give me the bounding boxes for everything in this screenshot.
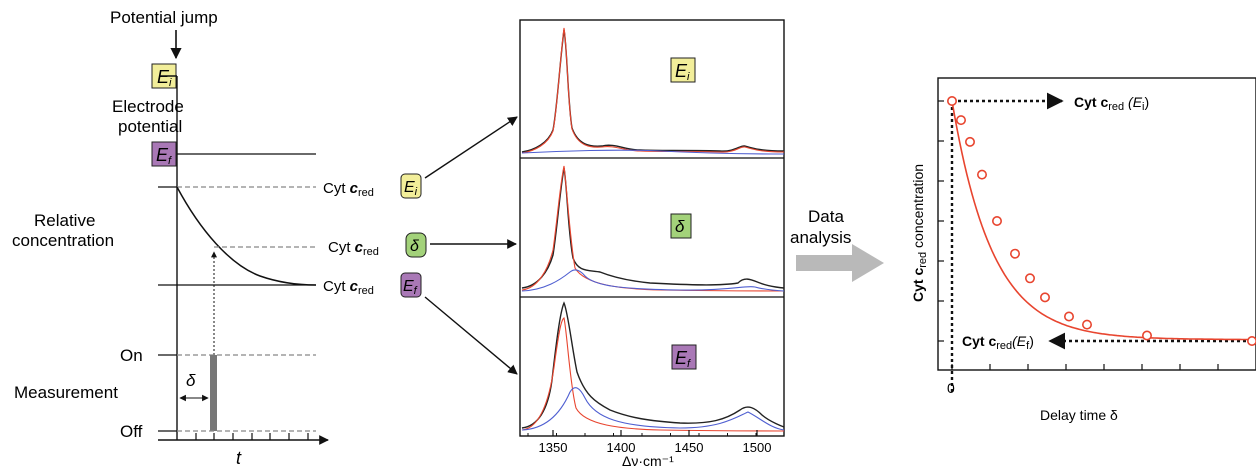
off-label: Off <box>120 422 143 441</box>
decay-data-point <box>955 115 966 126</box>
decay-ylabel: Cyt cred concentration <box>910 164 929 302</box>
t-axis-label: t <box>236 448 242 468</box>
decay-data-point <box>1082 319 1093 330</box>
potential-label: potential <box>118 117 182 136</box>
arrow-to-bottom-spectrum <box>424 296 518 375</box>
potential-timeline-panel: Potential jump Ei Electrode potential Ef… <box>12 8 329 468</box>
decay-data-point <box>1142 330 1153 341</box>
svg-text:δ: δ <box>675 217 685 236</box>
decay-xlabel: Delay time δ <box>1040 407 1118 423</box>
decay-data-point <box>964 136 975 147</box>
analysis-line2: analysis <box>790 228 851 247</box>
concentration-decay-curve <box>176 186 317 286</box>
decay-fit-curve <box>951 100 1252 341</box>
decay-data-point <box>1009 248 1020 259</box>
spectra-tick-label: 1400 <box>607 440 636 455</box>
decay-data-point <box>976 169 987 180</box>
decay-x-zero: 0 <box>947 380 955 396</box>
svg-text:Ei: Ei <box>157 67 172 89</box>
data-analysis-arrow: Data analysis <box>790 207 884 282</box>
decay-data-point <box>946 96 957 107</box>
cyt-labels: Cyt cred Ei Cyt cred δ Cyt cred Ef <box>323 116 518 375</box>
on-label: On <box>120 346 143 365</box>
potential-jump-label: Potential jump <box>110 8 218 27</box>
spectrum-ef: Ef <box>521 301 785 432</box>
decay-top-label: Cyt cred (Ei) <box>1074 94 1149 113</box>
ei-symbol: E <box>157 67 170 87</box>
spectra-tick-label: 1450 <box>675 440 704 455</box>
arrow-to-top-spectrum <box>424 116 518 179</box>
svg-text:Ei: Ei <box>404 179 418 198</box>
cyt-ei-label: Cyt cred Ei <box>323 173 422 199</box>
decay-data-points <box>946 96 1256 346</box>
measurement-pulse <box>210 355 217 431</box>
gray-block-arrow <box>796 244 884 282</box>
time-axis-ticks <box>195 433 309 440</box>
ei-subscript: i <box>169 77 172 89</box>
measurement-label: Measurement <box>14 383 118 402</box>
concentration-label: concentration <box>12 231 114 250</box>
ef-tag <box>151 141 177 167</box>
analysis-line1: Data <box>808 207 844 226</box>
decay-data-point <box>1040 292 1051 303</box>
spectrum-ei: Ei <box>521 27 785 155</box>
spectra-tick-label: 1500 <box>743 440 772 455</box>
spectra-frame <box>519 19 785 437</box>
raman-spectra-stack: Ei δ Ef 1350 1400 1450 1500 Δν·cm⁻¹ <box>519 19 785 469</box>
decay-bottom-label: Cyt cred(Ef) <box>962 333 1034 352</box>
decay-chart: Cyt cred (Ei) Cyt cred(Ef) 0 Delay time … <box>910 77 1256 423</box>
electrode-label: Electrode <box>112 97 184 116</box>
svg-text:Cyt cred: Cyt cred <box>323 180 374 199</box>
spectra-xlabel: Δν·cm⁻¹ <box>622 453 674 469</box>
spectra-tick-label: 1350 <box>539 440 568 455</box>
svg-text:Ef: Ef <box>403 278 418 297</box>
ef-subscript: f <box>168 155 172 167</box>
svg-text:Ef: Ef <box>156 145 172 167</box>
ef-symbol: E <box>156 145 169 165</box>
svg-text:Ef: Ef <box>675 348 691 370</box>
decay-data-point <box>1025 273 1036 284</box>
svg-text:Cyt cred: Cyt cred <box>328 239 379 258</box>
decay-frame <box>937 77 1256 371</box>
svg-text:Ei: Ei <box>675 61 690 83</box>
decay-data-point <box>991 216 1002 227</box>
decay-data-point <box>1064 311 1075 322</box>
decay-data-point <box>1247 336 1256 346</box>
relative-label: Relative <box>34 211 95 230</box>
spectra-x-ticks: 1350 1400 1450 1500 <box>527 430 772 455</box>
spectrum-delta: δ <box>521 165 785 292</box>
cyt-ef-label: Cyt cred Ef <box>323 272 422 298</box>
delta-label: δ <box>186 371 196 390</box>
svg-text:Cyt cred: Cyt cred <box>323 278 374 297</box>
cyt-delta-label: Cyt cred δ <box>328 232 427 258</box>
svg-text:δ: δ <box>410 238 420 255</box>
